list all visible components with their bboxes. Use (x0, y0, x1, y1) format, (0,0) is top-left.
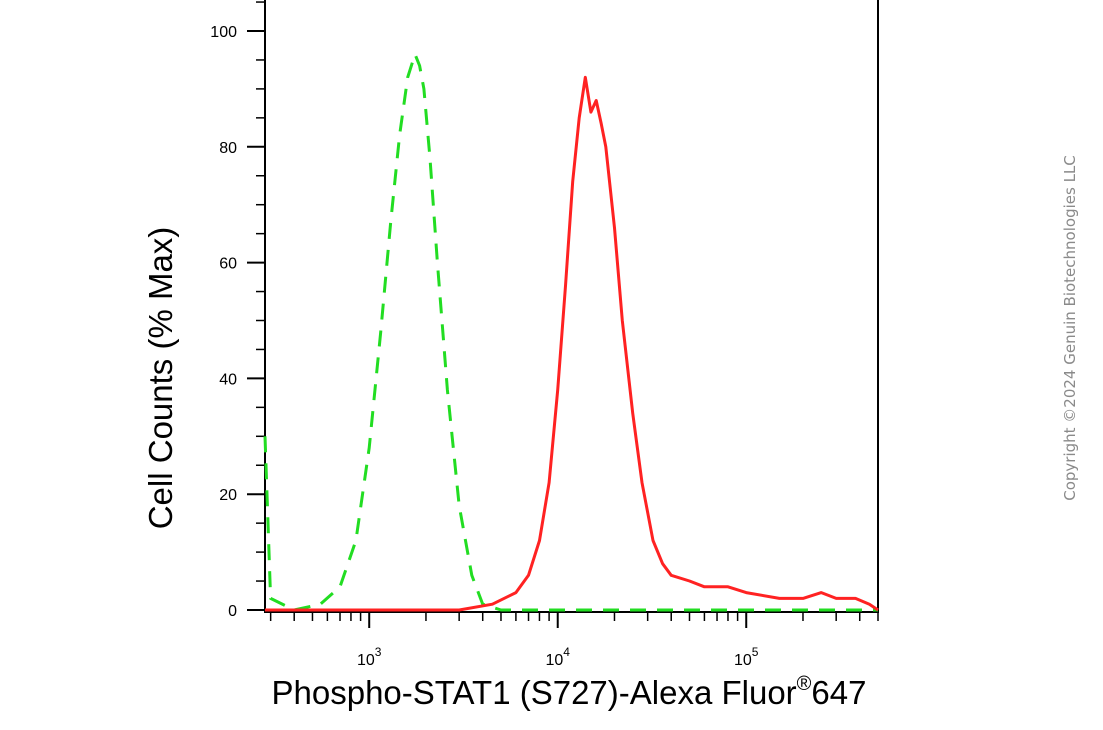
series-isotype-control-line (263, 52, 878, 612)
x-tick-label: 105 (734, 645, 759, 669)
x-tick-base: 10 (545, 652, 563, 669)
x-tick-exponent: 3 (375, 645, 382, 659)
x-tick-base: 10 (734, 652, 752, 669)
y-tick-label: 0 (228, 603, 237, 620)
y-tick-label: 80 (219, 140, 237, 157)
x-axis-title-registered: ® (797, 673, 812, 695)
y-tick-label: 40 (219, 371, 237, 388)
x-axis-title-suffix: 647 (811, 674, 866, 711)
y-tick-label: 20 (219, 487, 237, 504)
y-tick-label: 100 (210, 24, 237, 41)
x-tick-label: 104 (545, 645, 570, 669)
x-axis-title: Phospho-STAT1 (S727)-Alexa Fluor®647 (272, 673, 867, 711)
x-tick-label: 103 (357, 645, 382, 669)
x-tick-exponent: 5 (752, 645, 759, 659)
y-tick-label: 60 (219, 256, 237, 273)
y-axis: 0 20 40 60 80 100 (210, 1, 265, 620)
x-tick-exponent: 4 (563, 645, 570, 659)
y-axis-title: Cell Counts (% Max) (142, 227, 179, 530)
x-axis-title-main: Phospho-STAT1 (S727)-Alexa Fluor (272, 674, 797, 711)
x-axis: 103 104 105 (269, 612, 879, 669)
series-sample-line (265, 75, 879, 612)
x-tick-base: 10 (357, 652, 375, 669)
series-layer (263, 52, 879, 612)
plot-frame (264, 0, 879, 613)
copyright-notice: Copyright ©2024 Genuin Biotechnologies L… (1061, 155, 1079, 501)
